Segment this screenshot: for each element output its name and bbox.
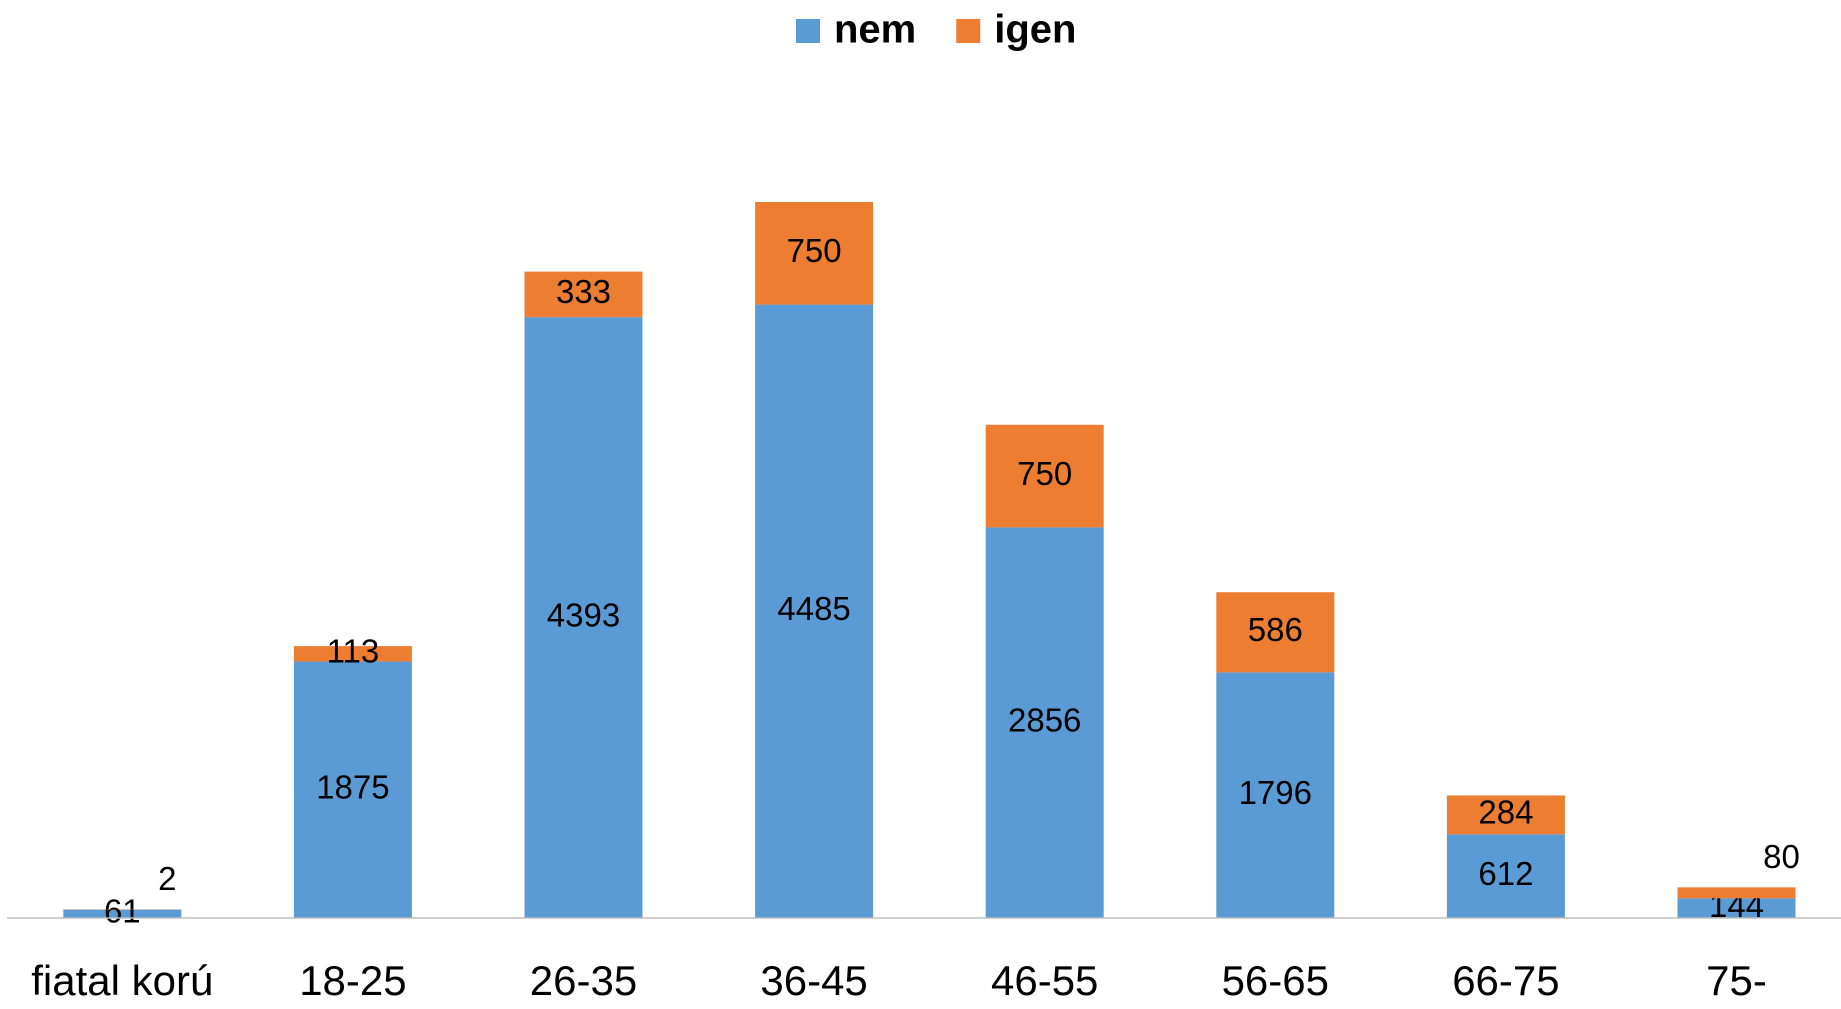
bar-segment: [1216, 672, 1335, 918]
bar-segment: [293, 646, 412, 662]
x-tick-label: 66-75: [1452, 957, 1559, 1004]
data-label: 284: [1478, 794, 1533, 831]
data-label: 2: [158, 860, 176, 897]
data-label: 750: [1017, 455, 1072, 492]
data-label: 586: [1248, 611, 1303, 648]
bar-segment: [1446, 834, 1565, 918]
bar-segment: [755, 202, 874, 305]
data-label: 1796: [1239, 774, 1312, 811]
bar-segment: [1216, 592, 1335, 673]
data-label: 333: [556, 273, 611, 310]
legend-label: nem: [834, 8, 916, 52]
data-label: 80: [1763, 838, 1800, 875]
legend-label: igen: [994, 8, 1076, 52]
bar-segment: [1446, 795, 1565, 835]
x-tick-label: 36-45: [760, 957, 867, 1004]
bar-segment: [985, 527, 1104, 918]
bar-segment: [63, 909, 182, 918]
data-label: 4393: [547, 596, 620, 633]
bar-segment: [1677, 898, 1796, 918]
bar-segment: [985, 424, 1104, 528]
bar-segment: [293, 661, 412, 918]
x-tick-label: 26-35: [530, 957, 637, 1004]
x-tick-label: 56-65: [1222, 957, 1329, 1004]
bar-segment: [755, 304, 874, 918]
x-tick-label: 18-25: [299, 957, 406, 1004]
data-label: 612: [1478, 855, 1533, 892]
data-label: 2856: [1008, 701, 1081, 738]
bar-segment: [524, 317, 643, 918]
x-tick-label: 75-: [1706, 957, 1767, 1004]
bar-segment: [1677, 887, 1796, 899]
x-tick-label: 46-55: [991, 957, 1098, 1004]
data-label: 1875: [316, 768, 389, 805]
data-label: 61: [104, 893, 141, 930]
legend-swatch: [796, 19, 820, 43]
data-label: 750: [787, 232, 842, 269]
legend-swatch: [956, 19, 981, 43]
data-label: 113: [327, 633, 380, 670]
data-label: 4485: [777, 590, 850, 627]
x-tick-label: fiatal korú: [31, 957, 213, 1004]
bar-segment: [524, 271, 643, 318]
